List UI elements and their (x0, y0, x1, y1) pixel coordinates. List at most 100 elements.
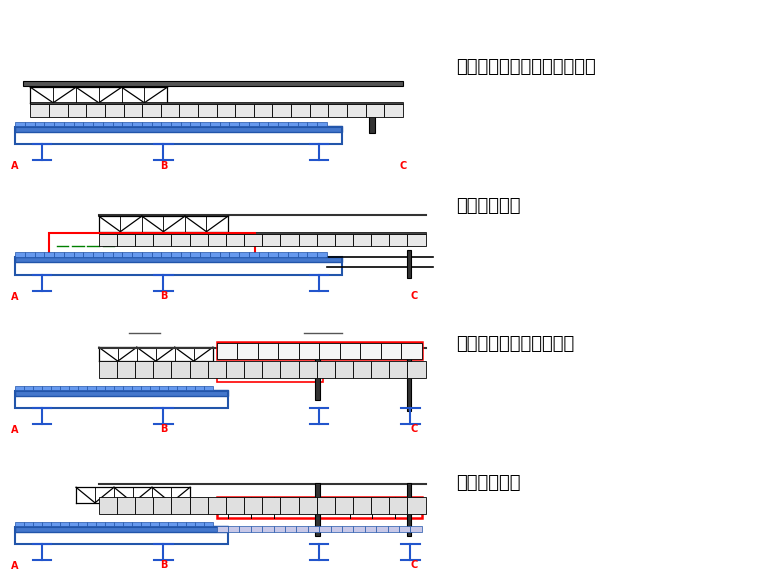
Text: 第二步：喂梁: 第二步：喂梁 (456, 197, 521, 214)
Bar (410, 526, 422, 532)
Bar (335, 234, 353, 246)
Text: C: C (410, 424, 418, 434)
Bar (15, 127, 342, 144)
Bar (228, 526, 239, 532)
Bar (135, 234, 154, 246)
Bar (87, 104, 105, 117)
Bar (407, 483, 411, 536)
Bar (335, 497, 353, 514)
Bar (114, 522, 123, 526)
Bar (150, 385, 159, 390)
Bar (132, 522, 141, 526)
Bar (15, 257, 342, 275)
Bar (307, 253, 317, 256)
Bar (340, 343, 360, 360)
Bar (262, 526, 274, 532)
Bar (258, 121, 268, 126)
Bar (207, 361, 226, 378)
Bar (353, 526, 365, 532)
Bar (204, 522, 213, 526)
Bar (64, 253, 74, 256)
Bar (84, 253, 93, 256)
Bar (30, 102, 403, 104)
Bar (217, 104, 236, 117)
Bar (168, 522, 177, 526)
Bar (328, 104, 347, 117)
Bar (135, 497, 154, 514)
Bar (198, 104, 217, 117)
Bar (278, 343, 299, 360)
Bar (278, 121, 288, 126)
Bar (69, 385, 78, 390)
Bar (154, 497, 172, 514)
Text: B: B (160, 424, 167, 434)
Bar (401, 343, 422, 360)
Bar (369, 111, 375, 133)
Bar (280, 497, 299, 514)
Bar (308, 526, 319, 532)
Bar (189, 497, 207, 514)
Bar (189, 361, 207, 378)
Bar (204, 385, 213, 390)
Bar (69, 522, 78, 526)
Bar (105, 385, 114, 390)
Bar (381, 343, 401, 360)
Bar (15, 390, 228, 396)
Bar (44, 253, 54, 256)
Bar (217, 496, 422, 518)
Bar (217, 343, 237, 360)
Text: A: A (11, 425, 19, 435)
Bar (103, 121, 112, 126)
Bar (217, 526, 228, 532)
Bar (268, 121, 278, 126)
Bar (15, 522, 24, 526)
Bar (272, 104, 291, 117)
Bar (15, 126, 342, 132)
Bar (161, 253, 171, 256)
Bar (123, 385, 132, 390)
Bar (35, 121, 44, 126)
Bar (262, 497, 280, 514)
Bar (299, 234, 317, 246)
Bar (407, 234, 426, 246)
Bar (151, 253, 161, 256)
Text: B: B (160, 560, 167, 570)
Bar (191, 253, 200, 256)
Bar (226, 234, 244, 246)
Bar (25, 121, 35, 126)
Bar (366, 104, 384, 117)
Text: 第三步：架梁纵移、横移: 第三步：架梁纵移、横移 (456, 336, 575, 353)
Bar (220, 121, 230, 126)
Bar (74, 121, 84, 126)
Bar (87, 385, 96, 390)
Bar (249, 121, 258, 126)
Text: 第四步：落梁: 第四步：落梁 (456, 474, 521, 492)
Bar (317, 361, 335, 378)
Bar (244, 361, 262, 378)
Bar (353, 497, 371, 514)
Bar (60, 522, 69, 526)
Bar (342, 526, 353, 532)
Bar (299, 497, 317, 514)
Bar (317, 497, 335, 514)
Bar (307, 121, 317, 126)
Bar (24, 522, 33, 526)
Bar (78, 385, 87, 390)
Bar (298, 253, 307, 256)
Bar (114, 385, 123, 390)
Bar (103, 253, 112, 256)
Bar (388, 526, 399, 532)
Bar (251, 526, 262, 532)
Bar (200, 253, 210, 256)
Bar (96, 522, 105, 526)
Bar (141, 385, 150, 390)
Bar (371, 497, 389, 514)
Bar (249, 253, 258, 256)
Text: A: A (11, 292, 19, 302)
Bar (244, 234, 262, 246)
Bar (35, 253, 44, 256)
Bar (112, 253, 122, 256)
Bar (407, 497, 426, 514)
Bar (15, 121, 25, 126)
Bar (407, 361, 426, 378)
